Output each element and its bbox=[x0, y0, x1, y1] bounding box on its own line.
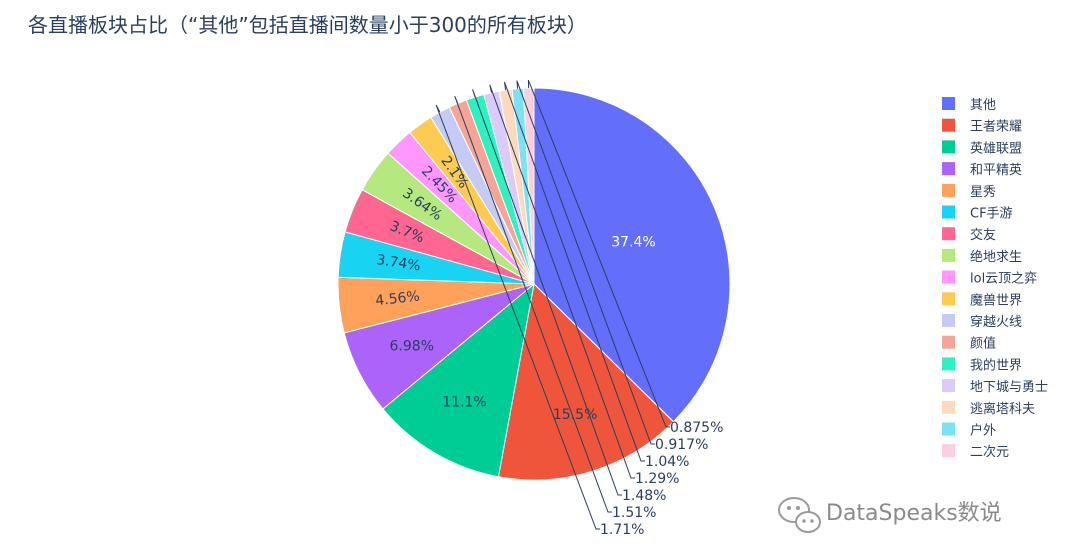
legend-label-2[interactable]: 王者荣耀 bbox=[970, 120, 1022, 135]
legend-label-9[interactable]: lol云顶之弈 bbox=[970, 271, 1037, 287]
legend-swatch-1[interactable] bbox=[942, 97, 955, 110]
legend-label-16[interactable]: 户外 bbox=[970, 423, 996, 439]
legend-label-7[interactable]: 交友 bbox=[970, 227, 996, 243]
slice-label-3: 11.1% bbox=[442, 394, 486, 410]
watermark-text: DataSpeaks数说 bbox=[826, 501, 1002, 526]
leader-line-14 bbox=[489, 84, 635, 479]
legend-label-12[interactable]: 颜值 bbox=[970, 336, 996, 352]
slice-label-14: 1.29% bbox=[635, 471, 679, 487]
slice-label-15: 1.04% bbox=[645, 454, 689, 470]
leader-line-15 bbox=[504, 81, 645, 462]
slice-label-2: 15.5% bbox=[553, 407, 597, 423]
legend-label-6[interactable]: CF手游 bbox=[970, 207, 1013, 222]
slice-label-17: 0.875% bbox=[670, 420, 723, 436]
legend-swatch-10[interactable] bbox=[942, 292, 955, 306]
slice-label-11: 1.71% bbox=[600, 522, 644, 538]
pie-slice-3 bbox=[382, 282, 535, 478]
slice-label-12: 1.51% bbox=[612, 505, 656, 521]
wechat-icon bbox=[778, 497, 821, 533]
label-leader-lines bbox=[435, 79, 670, 530]
legend-label-8[interactable]: 绝地求生 bbox=[970, 249, 1022, 265]
leader-line-16 bbox=[516, 80, 655, 445]
legend-swatch-5[interactable] bbox=[942, 183, 955, 197]
legend-label-17[interactable]: 二次元 bbox=[970, 444, 1009, 460]
legend-swatch-3[interactable] bbox=[942, 140, 955, 154]
leader-line-13 bbox=[472, 89, 622, 496]
legend-label-13[interactable]: 我的世界 bbox=[970, 357, 1022, 373]
legend-swatch-15[interactable] bbox=[942, 400, 955, 414]
legend-label-15[interactable]: 逃离塔科夫 bbox=[970, 401, 1035, 417]
legend-swatch-11[interactable] bbox=[942, 314, 955, 327]
legend-swatch-7[interactable] bbox=[942, 227, 955, 241]
legend-swatch-14[interactable] bbox=[942, 379, 955, 393]
legend-swatch-6[interactable] bbox=[942, 205, 955, 219]
legend-label-5[interactable]: 星秀 bbox=[970, 185, 996, 200]
legend-swatch-9[interactable] bbox=[942, 270, 955, 284]
legend-label-10[interactable]: 魔兽世界 bbox=[970, 293, 1022, 308]
legend-label-4[interactable]: 和平精英 bbox=[970, 163, 1022, 178]
pie-slice-1 bbox=[533, 87, 731, 423]
legend-swatch-13[interactable] bbox=[942, 357, 955, 371]
slice-label-13: 1.48% bbox=[622, 488, 666, 504]
leader-line-12 bbox=[454, 95, 612, 513]
slice-label-6: 3.74% bbox=[375, 252, 421, 275]
legend-swatch-4[interactable] bbox=[942, 162, 955, 176]
legend-swatch-17[interactable] bbox=[942, 444, 955, 458]
slice-label-1: 37.4% bbox=[611, 234, 655, 250]
legend-label-14[interactable]: 地下城与勇士 bbox=[970, 380, 1048, 395]
slice-label-4: 6.98% bbox=[390, 338, 434, 354]
legend-swatch-16[interactable] bbox=[942, 422, 955, 436]
chart-title: 各直播板块占比（“其他”包括直播间数量小于300的所有板块） bbox=[28, 13, 587, 37]
leader-line-11 bbox=[435, 104, 600, 530]
legend-label-1[interactable]: 其他 bbox=[970, 98, 996, 113]
legend-swatch-2[interactable] bbox=[942, 118, 955, 132]
legend-label-3[interactable]: 英雄联盟 bbox=[970, 141, 1022, 156]
legend-label-11[interactable]: 穿越火线 bbox=[970, 314, 1022, 330]
slice-label-16: 0.917% bbox=[655, 437, 708, 453]
leader-line-17 bbox=[527, 79, 670, 428]
legend-swatch-8[interactable] bbox=[942, 248, 955, 262]
watermark: DataSpeaks数说 bbox=[778, 497, 1002, 533]
legend-swatch-12[interactable] bbox=[942, 335, 955, 349]
slice-label-5: 4.56% bbox=[375, 289, 421, 310]
